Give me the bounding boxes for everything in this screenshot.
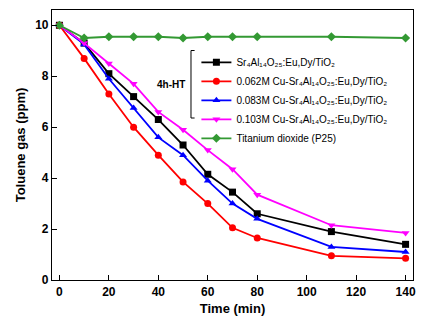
svg-text:40: 40 xyxy=(152,285,166,299)
svg-text:Toluene gas (ppm): Toluene gas (ppm) xyxy=(13,88,28,203)
svg-text:20: 20 xyxy=(102,285,116,299)
svg-text:140: 140 xyxy=(396,285,416,299)
svg-text:Time (min): Time (min) xyxy=(200,301,266,316)
svg-text:6: 6 xyxy=(42,120,49,134)
svg-text:60: 60 xyxy=(201,285,215,299)
svg-text:120: 120 xyxy=(346,285,366,299)
svg-text:0.103M Cu-Sr₄Al₁₄O₂₅:Eu,Dy/TiO: 0.103M Cu-Sr₄Al₁₄O₂₅:Eu,Dy/TiO₂ xyxy=(236,114,387,125)
svg-text:4: 4 xyxy=(42,171,49,185)
svg-text:Titanium dioxide (P25): Titanium dioxide (P25) xyxy=(236,133,336,144)
svg-text:0.062M Cu-Sr₄Al₁₄O₂₅:Eu,Dy/TiO: 0.062M Cu-Sr₄Al₁₄O₂₅:Eu,Dy/TiO₂ xyxy=(236,76,387,87)
svg-text:80: 80 xyxy=(251,285,265,299)
svg-text:Sr₄Al₁₄O₂₅:Eu,Dy/TiO₂: Sr₄Al₁₄O₂₅:Eu,Dy/TiO₂ xyxy=(236,57,335,68)
svg-text:2: 2 xyxy=(42,222,49,236)
svg-text:100: 100 xyxy=(297,285,317,299)
svg-text:8: 8 xyxy=(42,69,49,83)
svg-text:4h-HT: 4h-HT xyxy=(157,79,185,90)
svg-text:0: 0 xyxy=(42,273,49,287)
svg-text:0: 0 xyxy=(56,285,63,299)
svg-text:0.083M Cu-Sr₄Al₁₄O₂₅:Eu,Dy/TiO: 0.083M Cu-Sr₄Al₁₄O₂₅:Eu,Dy/TiO₂ xyxy=(236,95,387,106)
svg-text:10: 10 xyxy=(35,18,49,32)
